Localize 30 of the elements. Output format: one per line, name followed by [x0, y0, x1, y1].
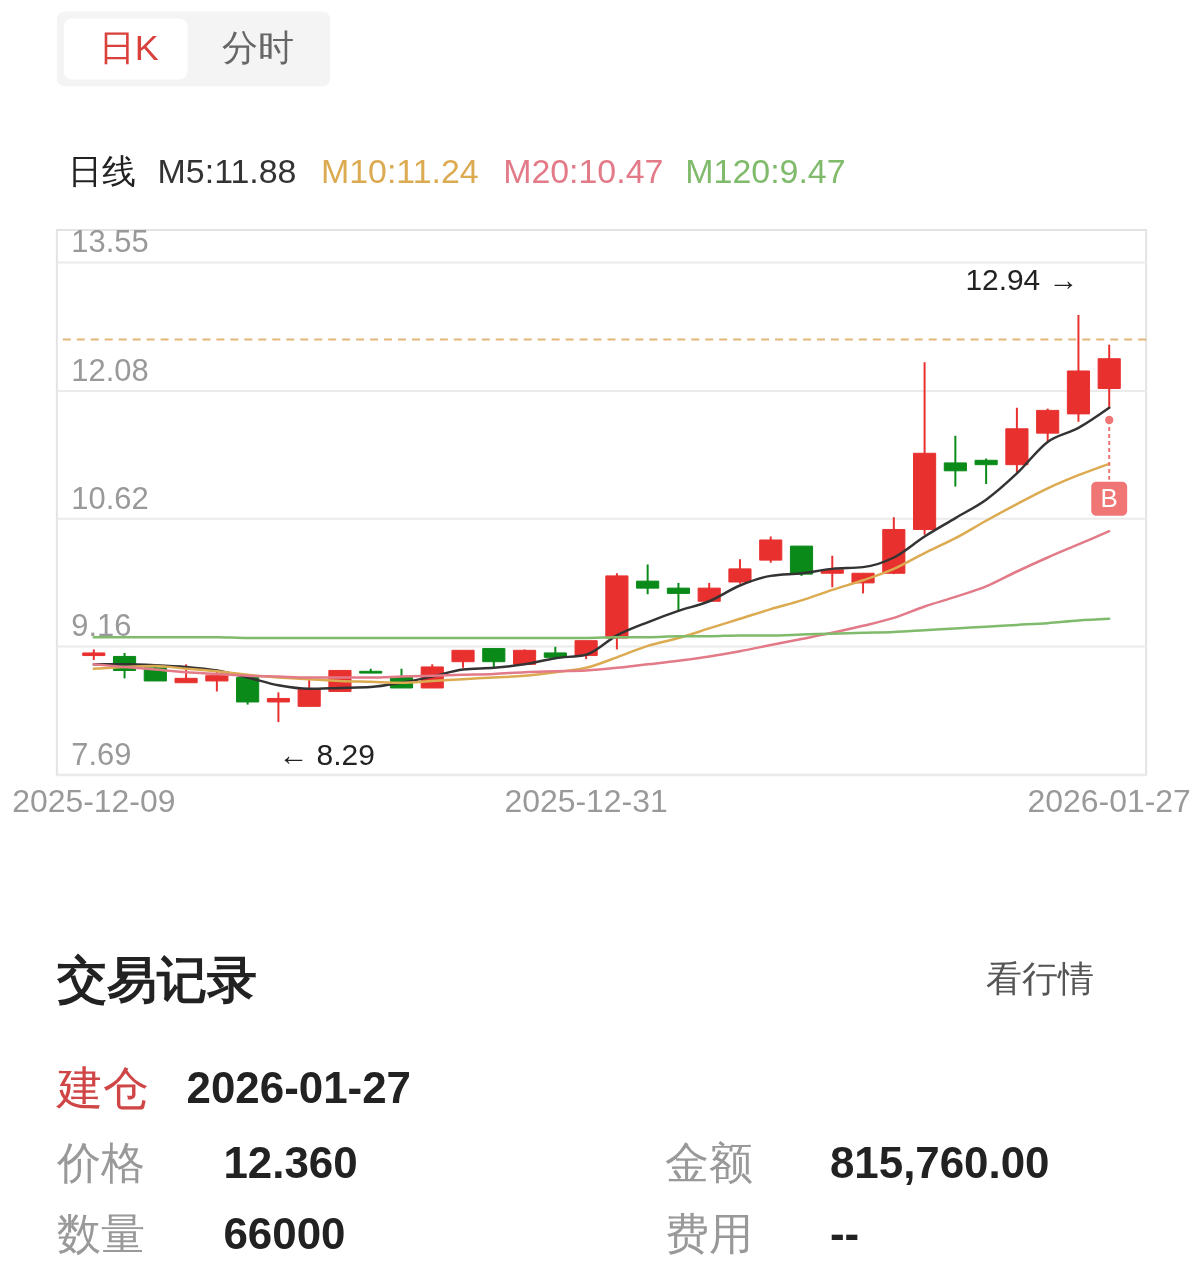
annotation: ← 8.29 [278, 738, 375, 771]
x-tick-label: 2025-12-09 [12, 783, 176, 820]
legend-title: 日线 [67, 152, 136, 191]
text: 815,760.00 [829, 1137, 1050, 1187]
y-tick-label: 7.69 [71, 737, 132, 773]
text: 看行情 [986, 958, 1095, 1000]
annotation: B [1100, 483, 1118, 512]
text: 交易记录 [55, 952, 257, 1009]
text: 12.360 [223, 1137, 358, 1187]
x-tick-label: 2026-01-27 [1027, 783, 1191, 820]
text: 费用 [665, 1209, 754, 1259]
text: M10:11.24 [320, 152, 479, 191]
text: 价格 [55, 1137, 145, 1187]
text: 金额 [665, 1137, 754, 1187]
y-tick-label: 10.62 [71, 480, 149, 516]
text: 66000 [223, 1209, 346, 1259]
text: 日K [98, 27, 159, 69]
text: M20:10.47 [503, 152, 664, 191]
annotation: 12.94 → [965, 263, 1079, 297]
y-tick-label: 12.08 [71, 352, 149, 388]
text: M120:9.47 [685, 152, 846, 191]
text: M5:11.88 [157, 152, 297, 191]
text: -- [829, 1209, 860, 1259]
text: 数量 [56, 1209, 145, 1259]
y-tick-label: 9.16 [71, 608, 132, 644]
y-tick-label: 13.55 [71, 224, 149, 260]
text: 建仓 [55, 1061, 149, 1114]
text: 分时 [222, 27, 295, 69]
text: 2026-01-27 [186, 1062, 411, 1112]
x-tick-label: 2025-12-31 [504, 783, 668, 820]
